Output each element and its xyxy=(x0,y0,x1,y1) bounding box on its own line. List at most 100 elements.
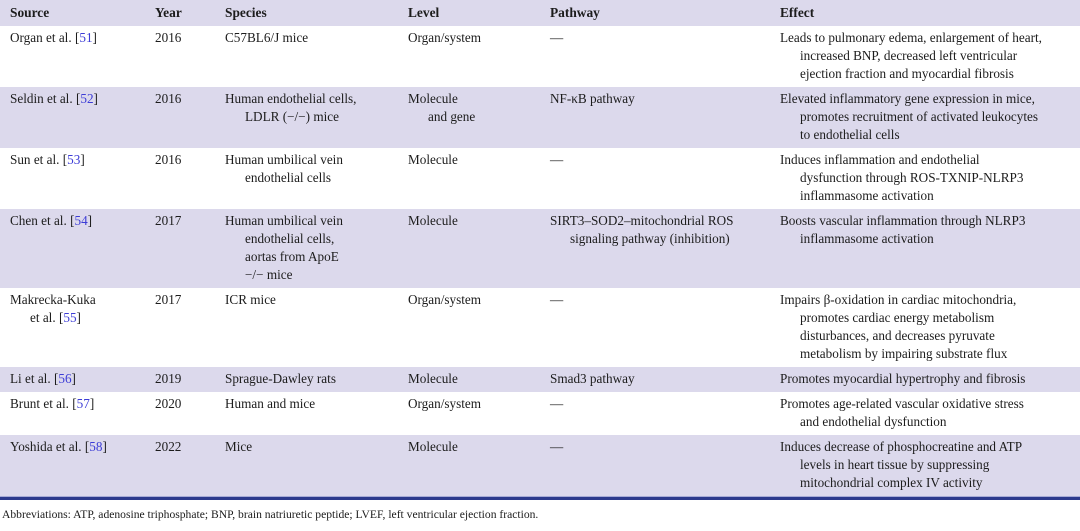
level-cell: Organ/system xyxy=(403,288,543,367)
effect-cell-text: Induces decrease of phosphocreatine and … xyxy=(780,439,1023,490)
column-header-species: Species xyxy=(218,0,403,26)
species-cell-text: C57BL6/J mice xyxy=(225,30,309,45)
table-body: Organ et al. [51] 2016 C57BL6/J mice Organ/… xyxy=(0,26,1080,496)
source-text: Makrecka-Kuka et al. [55] xyxy=(10,292,96,325)
year-cell-text: 2019 xyxy=(155,371,182,386)
species-cell-text: Human umbilical vein endothelial cells, … xyxy=(225,213,343,282)
source-cell: Seldin et al. [52] xyxy=(0,87,150,148)
pathway-cell-text: — xyxy=(550,30,564,45)
level-cell-text: Organ/system xyxy=(408,30,482,45)
source-author: Brunt et al. xyxy=(10,396,69,411)
pathway-cell: SIRT3–SOD2–mitochondrial ROS signaling p… xyxy=(543,209,775,288)
citation-link[interactable]: 53 xyxy=(67,152,81,167)
source-text: Seldin et al. [52] xyxy=(10,91,98,106)
effect-cell: Promotes age-related vascular oxidative … xyxy=(775,392,1080,435)
column-header-source: Source xyxy=(0,0,150,26)
effect-cell: Promotes myocardial hypertrophy and fibr… xyxy=(775,367,1080,392)
pathway-cell: NF-κB pathway xyxy=(543,87,775,148)
year-cell-text: 2016 xyxy=(155,30,182,45)
level-cell-text: Molecule xyxy=(408,152,458,167)
species-cell-text: Human umbilical vein endothelial cells xyxy=(225,152,343,185)
header-row: Source Year Species Level Pathway Effect xyxy=(0,0,1080,26)
pathway-cell: — xyxy=(543,288,775,367)
citation-link[interactable]: 55 xyxy=(63,310,77,325)
table-row: Chen et al. [54] 2017 Human umbilical vein… xyxy=(0,209,1080,288)
table-row: Sun et al. [53] 2016 Human umbilical vein … xyxy=(0,148,1080,209)
species-cell-text: Sprague-Dawley rats xyxy=(225,371,336,386)
citation-link[interactable]: 58 xyxy=(89,439,103,454)
column-header-year: Year xyxy=(150,0,218,26)
source-author: Organ et al. xyxy=(10,30,72,45)
species-cell: ICR mice xyxy=(218,288,403,367)
effect-cell: Boosts vascular inflammation through NLR… xyxy=(775,209,1080,288)
effect-cell: Leads to pulmonary edema, enlargement of… xyxy=(775,26,1080,87)
effect-cell-text: Promotes myocardial hypertrophy and fibr… xyxy=(780,371,1026,386)
effect-cell: Induces decrease of phosphocreatine and … xyxy=(775,435,1080,496)
pathway-cell-text: NF-κB pathway xyxy=(550,91,635,106)
level-cell: Organ/system xyxy=(403,26,543,87)
citation-link[interactable]: 54 xyxy=(74,213,88,228)
column-header-level: Level xyxy=(403,0,543,26)
effect-cell-text: Induces inflammation and endothelial dys… xyxy=(780,152,1024,203)
year-cell-text: 2016 xyxy=(155,152,182,167)
species-cell-text: Human endothelial cells, LDLR (−/−) mice xyxy=(225,91,357,124)
pathway-cell: — xyxy=(543,392,775,435)
column-header-pathway: Pathway xyxy=(543,0,775,26)
effect-cell: Induces inflammation and endothelial dys… xyxy=(775,148,1080,209)
level-cell-text: Molecule and gene xyxy=(408,91,476,124)
effect-cell-text: Leads to pulmonary edema, enlargement of… xyxy=(780,30,1042,81)
year-cell: 2022 xyxy=(150,435,218,496)
year-cell: 2016 xyxy=(150,148,218,209)
source-cell: Makrecka-Kuka et al. [55] xyxy=(0,288,150,367)
source-text: Brunt et al. [57] xyxy=(10,396,95,411)
level-cell: Organ/system xyxy=(403,392,543,435)
year-cell: 2019 xyxy=(150,367,218,392)
year-cell-text: 2017 xyxy=(155,292,182,307)
source-cell: Sun et al. [53] xyxy=(0,148,150,209)
table-bottom-rule xyxy=(0,496,1080,500)
citation-link[interactable]: 52 xyxy=(80,91,94,106)
level-cell: Molecule xyxy=(403,209,543,288)
level-cell-text: Molecule xyxy=(408,213,458,228)
level-cell-text: Organ/system xyxy=(408,292,482,307)
year-cell-text: 2016 xyxy=(155,91,182,106)
year-cell-text: 2017 xyxy=(155,213,182,228)
effect-cell-text: Boosts vascular inflammation through NLR… xyxy=(780,213,1026,246)
table-row: Brunt et al. [57] 2020 Human and mice Organ… xyxy=(0,392,1080,435)
effect-cell: Elevated inflammatory gene expression in… xyxy=(775,87,1080,148)
species-cell: Human and mice xyxy=(218,392,403,435)
source-text: Chen et al. [54] xyxy=(10,213,93,228)
species-cell: Human umbilical vein endothelial cells, … xyxy=(218,209,403,288)
year-cell: 2016 xyxy=(150,26,218,87)
table-row: Yoshida et al. [58] 2022 Mice Molecule — Indu… xyxy=(0,435,1080,496)
level-cell: Molecule xyxy=(403,367,543,392)
source-cell: Organ et al. [51] xyxy=(0,26,150,87)
citation-link[interactable]: 51 xyxy=(79,30,93,45)
species-cell: Human endothelial cells, LDLR (−/−) mice xyxy=(218,87,403,148)
effect-cell-text: Impairs β-oxidation in cardiac mitochond… xyxy=(780,292,1017,361)
year-cell-text: 2020 xyxy=(155,396,182,411)
citation-link[interactable]: 57 xyxy=(76,396,90,411)
year-cell: 2017 xyxy=(150,209,218,288)
species-cell: Sprague-Dawley rats xyxy=(218,367,403,392)
table-row: Li et al. [56] 2019 Sprague-Dawley rats Mol… xyxy=(0,367,1080,392)
table-row: Seldin et al. [52] 2016 Human endothelial … xyxy=(0,87,1080,148)
source-cell: Yoshida et al. [58] xyxy=(0,435,150,496)
pathway-cell: — xyxy=(543,26,775,87)
source-cell: Chen et al. [54] xyxy=(0,209,150,288)
source-author: Makrecka-Kuka et al. xyxy=(10,292,96,325)
abbreviations-note: Abbreviations: ATP, adenosine triphospha… xyxy=(2,508,539,521)
pathway-cell-text: — xyxy=(550,152,564,167)
species-cell-text: ICR mice xyxy=(225,292,276,307)
pathway-cell-text: Smad3 pathway xyxy=(550,371,635,386)
year-cell: 2017 xyxy=(150,288,218,367)
level-cell: Molecule and gene xyxy=(403,87,543,148)
effect-cell-text: Promotes age-related vascular oxidative … xyxy=(780,396,1024,429)
citation-link[interactable]: 56 xyxy=(58,371,72,386)
source-text: Sun et al. [53] xyxy=(10,152,85,167)
pathway-cell: — xyxy=(543,435,775,496)
year-cell: 2016 xyxy=(150,87,218,148)
pathway-cell-text: SIRT3–SOD2–mitochondrial ROS signaling p… xyxy=(550,213,734,246)
pathway-cell-text: — xyxy=(550,439,564,454)
